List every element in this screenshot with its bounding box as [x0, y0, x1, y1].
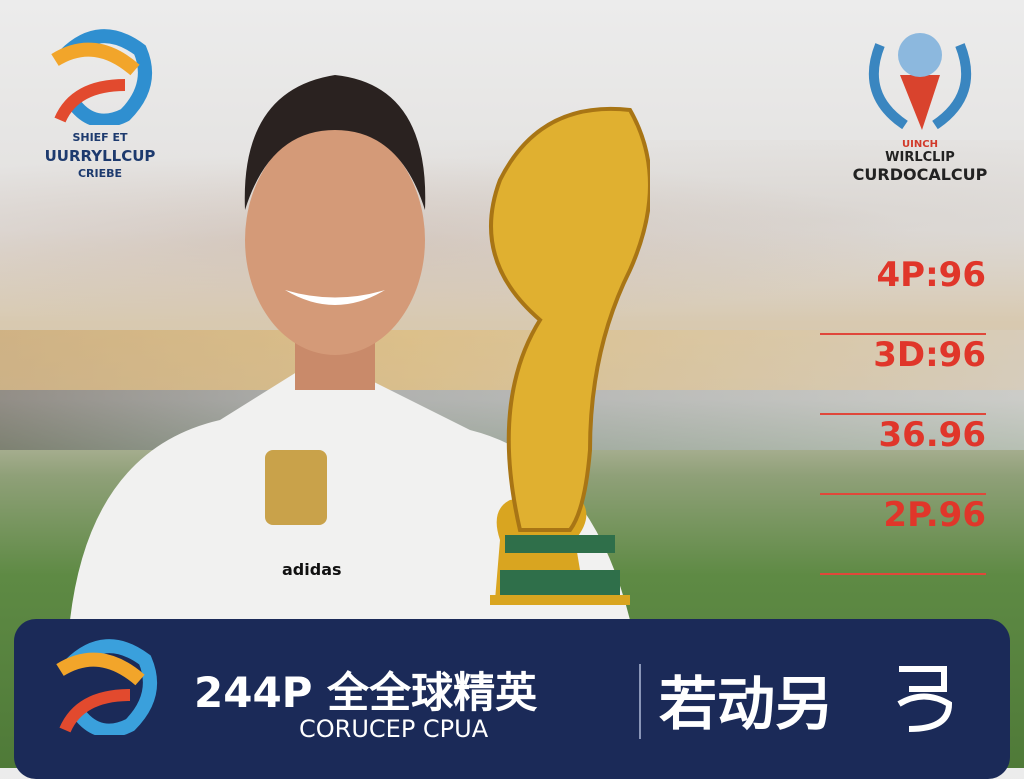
swirl-logo-icon	[56, 639, 157, 735]
banner-right-text: 若动另	[659, 670, 834, 738]
swirl-logo-icon	[51, 29, 152, 128]
emblem-icon	[897, 666, 953, 732]
divider	[639, 664, 641, 739]
adidas-logo: adidas	[282, 560, 342, 579]
score-item: 2P.96	[820, 495, 986, 575]
player-with-trophy: adidas	[70, 75, 650, 620]
stadium-ad-board	[0, 330, 1024, 390]
banner-subtitle: CORUCEP CPUA	[299, 715, 489, 743]
score-item: 36.96	[820, 415, 986, 495]
score-item: 4P:96	[820, 255, 986, 335]
score-item: 3D:96	[820, 335, 986, 415]
world-cup-emblem-icon	[868, 33, 972, 130]
score-list: 4P:96 3D:96 36.96 2P.96	[820, 255, 986, 575]
bottom-banner: 244P 全全球精英 CORUCEP CPUA 若动另	[14, 619, 1010, 779]
left-logo: SHIEF ET UURRYLLCUP CRIEBE	[30, 25, 170, 183]
banner-title: 244P 全全球精英	[194, 668, 538, 717]
right-logo: UINCH WIRLCLIP CURDOCALCUP	[840, 25, 1000, 184]
